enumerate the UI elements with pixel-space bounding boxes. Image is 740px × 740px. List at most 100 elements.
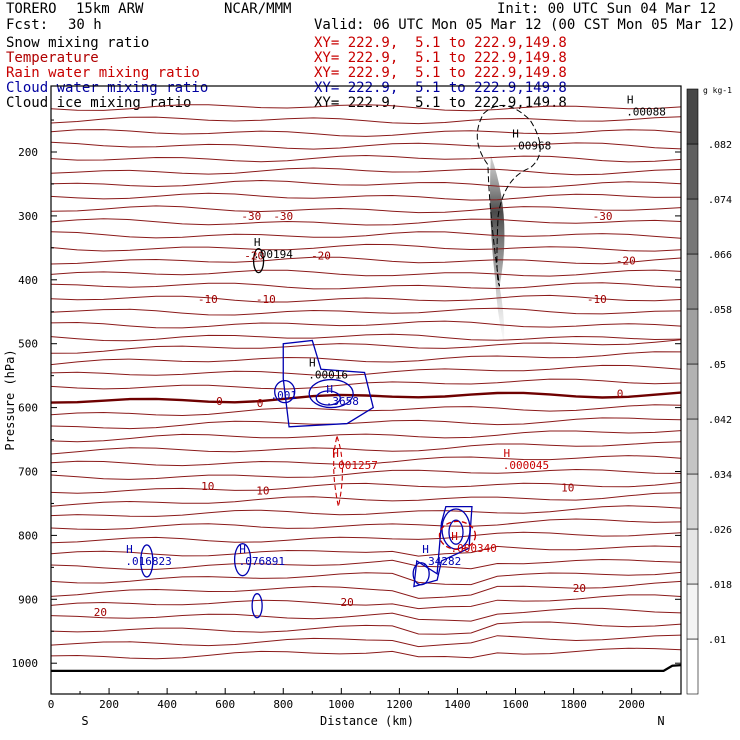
- colorbar-tick-label: .01: [708, 635, 726, 646]
- colorbar-swatch: [686, 473, 699, 530]
- terrain-surface-line: [51, 664, 682, 672]
- y-tick-label: 700: [18, 466, 38, 479]
- temperature-isotherm: [50, 594, 682, 610]
- temperature-isotherm: [50, 351, 682, 366]
- legend-rain-xy: XY= 222.9, 5.1 to 222.9,149.8: [314, 65, 567, 81]
- temperature-label: 0: [216, 395, 223, 408]
- temperature-label: 20: [341, 596, 354, 609]
- temperature-isotherm: [50, 231, 682, 239]
- x-tick-label: 1800: [560, 698, 587, 711]
- model-name: TORERO: [6, 1, 57, 17]
- colorbar-swatch: [686, 418, 699, 475]
- temperature-isotherm: [50, 441, 682, 455]
- x-axis-title: Distance (km): [320, 714, 414, 728]
- maximum-h-marker: H: [451, 530, 458, 543]
- x-tick-label: 800: [273, 698, 293, 711]
- maximum-h-marker: H: [126, 543, 133, 556]
- temperature-isotherm: [50, 192, 682, 201]
- rain-contour: [438, 520, 477, 551]
- maximum-value-label: .3658: [326, 395, 359, 408]
- temperature-isotherm: [50, 205, 682, 214]
- colorbar-swatch: [686, 253, 699, 310]
- north-label: N: [657, 714, 664, 728]
- maximum-value-label: .076891: [239, 555, 285, 568]
- x-tick-label: 600: [215, 698, 235, 711]
- maximum-value-label: .000340: [451, 542, 497, 555]
- temperature-label: -30: [241, 210, 261, 223]
- temperature-isotherm: [50, 141, 682, 150]
- maximum-value-label: .001: [271, 389, 298, 402]
- maximum-value-label: .00016: [308, 368, 348, 381]
- temperature-isotherm: [50, 167, 682, 176]
- cloud-water-contour: [412, 562, 430, 586]
- maximum-value-label: .00088: [626, 106, 666, 119]
- colorbar-tick-label: .026: [708, 525, 732, 536]
- legend-temperature-name: Temperature: [6, 50, 99, 66]
- x-tick-label: 400: [157, 698, 177, 711]
- rain-contour: [333, 434, 343, 507]
- temperature-label: -30: [593, 210, 613, 223]
- legend-temperature-xy: XY= 222.9, 5.1 to 222.9,149.8: [314, 50, 567, 66]
- x-tick-label: 1600: [502, 698, 529, 711]
- zero-degree-isotherm: [50, 391, 682, 404]
- cloud-water-contour: [315, 390, 341, 406]
- y-axis-title: Pressure (hPa): [3, 349, 17, 450]
- temperature-isotherm: [50, 505, 682, 517]
- temperature-isotherm: [50, 580, 682, 599]
- temperature-label: -20: [244, 250, 264, 263]
- model-description: 15km ARW: [76, 1, 144, 17]
- temperature-label: 10: [256, 485, 269, 498]
- temperature-isotherm: [50, 482, 682, 494]
- cloud-water-contour: [413, 505, 473, 588]
- maximum-value-label: .00968: [512, 140, 552, 153]
- legend-snow-name: Snow mixing ratio: [6, 35, 150, 51]
- temperature-isotherm: [50, 518, 682, 531]
- cloud-water-contour: [140, 544, 154, 578]
- maximum-value-label: .34282: [422, 555, 462, 568]
- temperature-isotherm: [50, 256, 682, 265]
- temperature-isotherm: [50, 417, 682, 430]
- temperature-isotherm: [50, 634, 682, 648]
- temperature-isotherm: [50, 531, 682, 544]
- cloud-water-contour: [233, 543, 252, 577]
- y-tick-label: 600: [18, 402, 38, 415]
- colorbar-tick-label: .05: [708, 360, 726, 371]
- colorbar-unit: g kg-1: [703, 86, 732, 95]
- temperature-isotherm: [50, 307, 682, 316]
- temperature-isotherm: [50, 364, 682, 377]
- temperature-label: -30: [273, 210, 293, 223]
- x-tick-label: 0: [48, 698, 55, 711]
- temperature-isotherm: [50, 545, 682, 557]
- temperature-isotherm: [50, 104, 682, 112]
- colorbar-tick-label: .042: [708, 415, 732, 426]
- colorbar-tick-label: .074: [708, 195, 732, 206]
- temperature-isotherm: [50, 621, 682, 635]
- cloud-water-contour: [448, 519, 464, 545]
- temperature-isotherm: [50, 492, 682, 507]
- colorbar-swatch: [686, 143, 699, 200]
- colorbar-tick-label: .018: [708, 580, 732, 591]
- temperature-label: -10: [587, 293, 607, 306]
- temperature-isotherm: [50, 378, 682, 390]
- colorbar-swatch: [686, 363, 699, 420]
- temperature-isotherm: [50, 333, 682, 342]
- temperature-label: 10: [201, 480, 214, 493]
- y-tick-label: 400: [18, 274, 38, 287]
- maximum-value-label: .001257: [332, 459, 378, 472]
- x-tick-label: 200: [99, 698, 119, 711]
- legend-snow-xy: XY= 222.9, 5.1 to 222.9,149.8: [314, 35, 567, 51]
- cloud-water-contour: [282, 339, 375, 428]
- maximum-h-marker: H: [239, 543, 246, 556]
- temperature-isotherm: [50, 116, 682, 125]
- maximum-value-label: .000045: [503, 459, 549, 472]
- legend-cloudice-name: Cloud ice mixing ratio: [6, 95, 192, 111]
- colorbar-tick-label: .082: [708, 140, 732, 151]
- temperature-isotherm: [50, 320, 682, 329]
- temperature-isotherm: [50, 468, 682, 480]
- maximum-value-label: .00194: [253, 248, 293, 261]
- colorbar-swatch: [686, 583, 699, 640]
- temperature-label: -10: [198, 293, 218, 306]
- temperature-label: -20: [311, 250, 331, 263]
- cloud-water-contour: [308, 378, 354, 409]
- colorbar-swatch: [686, 198, 699, 255]
